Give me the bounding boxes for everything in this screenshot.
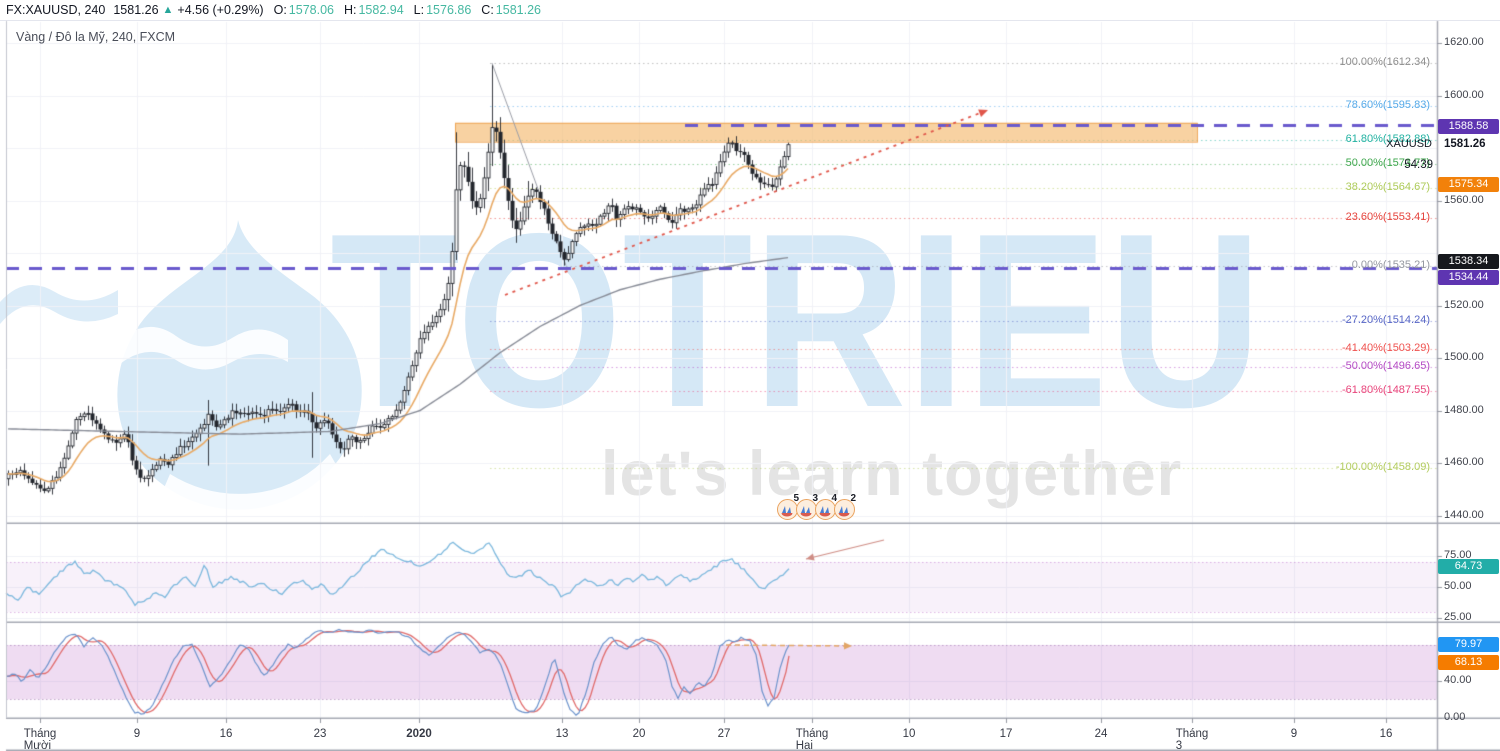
idea-marker[interactable]: 2 (834, 493, 856, 520)
idea-marker[interactable]: 3 (796, 493, 818, 520)
time-axis-label: 10 (902, 728, 916, 740)
time-axis-label: 9 (133, 728, 141, 740)
stoch-d-value-badge: 68.13 (1438, 655, 1499, 670)
axis-last-price: 1581.26 (1444, 138, 1486, 150)
time-axis-label: 20 (632, 728, 646, 740)
price-axis-label: 1600.00 (1444, 88, 1484, 101)
chart-legend-title[interactable]: Vàng / Đô la Mỹ, 240, FXCM (16, 30, 176, 44)
stoch-k-value-badge: 79.97 (1438, 637, 1499, 652)
price-axis-label: 1500.00 (1444, 351, 1484, 363)
time-axis-label: 2020 (406, 728, 432, 740)
fib-level-label: -100.00%(1458.09) (1335, 461, 1430, 473)
rsi-axis-label: 50.00 (1444, 580, 1472, 592)
time-axis-label: 16 (219, 728, 233, 740)
fib-level-label: 0.00%(1535.21) (1351, 258, 1430, 271)
ma-price-badge: 1538.34 (1438, 254, 1499, 269)
fib-level-label: -61.80%(1487.55) (1341, 383, 1430, 396)
fib-level-label: 23.60%(1553.41) (1345, 210, 1430, 223)
price-axis-label: 1440.00 (1444, 508, 1484, 521)
rsi-value-badge: 64.73 (1438, 559, 1499, 574)
time-axis-label: Tháng 3 (1175, 728, 1209, 751)
last-price-symbol-tag: XAUUSD (1386, 138, 1432, 150)
time-axis-label: 16 (1379, 728, 1393, 740)
time-axis-label: 13 (555, 728, 569, 740)
fib-level-label: 78.60%(1595.83) (1345, 99, 1430, 112)
time-axis-label: Tháng Hai (795, 728, 829, 751)
time-axis-label: 24 (1094, 728, 1108, 740)
rsi-axis-label: 75.00 (1444, 549, 1472, 561)
fib-level-label: 50.00%(1573.77) (1345, 157, 1430, 170)
fib-level-label: 38.20%(1564.67) (1345, 181, 1430, 194)
stoch-axis-label: 40.00 (1444, 674, 1472, 687)
idea-count: 3 (812, 493, 818, 504)
price-axis-label: 1480.00 (1444, 403, 1484, 416)
fib-level-label: 61.80%(1582.88) (1345, 133, 1430, 146)
time-axis-label: 17 (999, 728, 1013, 740)
price-axis-label: 1620.00 (1444, 36, 1484, 48)
idea-marker[interactable]: 4 (815, 493, 837, 520)
hline-price-badge-upper: 1588.58 (1438, 119, 1499, 134)
idea-count: 5 (793, 493, 799, 504)
rsi-axis-label: 25.00 (1444, 611, 1472, 623)
stoch-axis-label: 0.00 (1444, 710, 1466, 723)
time-axis-label: 9 (1290, 728, 1298, 740)
time-axis-label: 27 (717, 728, 731, 740)
price-axis-label: 1520.00 (1444, 298, 1484, 311)
idea-count: 4 (831, 493, 837, 504)
hline-price-badge-lower: 1534.44 (1438, 270, 1499, 285)
ema-price-badge: 1575.34 (1438, 177, 1499, 192)
fib-level-label: -50.00%(1496.65) (1341, 359, 1430, 372)
fib-level-label: -27.20%(1514.24) (1341, 313, 1430, 326)
time-axis-label: Tháng Mười hai (23, 728, 57, 751)
fib-level-label: -41.40%(1503.29) (1341, 342, 1430, 355)
time-axis-label: 23 (313, 728, 327, 740)
fib-level-label: 100.00%(1612.34) (1339, 56, 1430, 69)
price-axis-label: 1460.00 (1444, 456, 1484, 468)
idea-count: 2 (850, 493, 856, 504)
idea-marker[interactable]: 5 (777, 493, 799, 520)
price-axis-label: 1560.00 (1444, 193, 1484, 206)
bar-countdown-timer: 54:39 (1404, 159, 1433, 171)
